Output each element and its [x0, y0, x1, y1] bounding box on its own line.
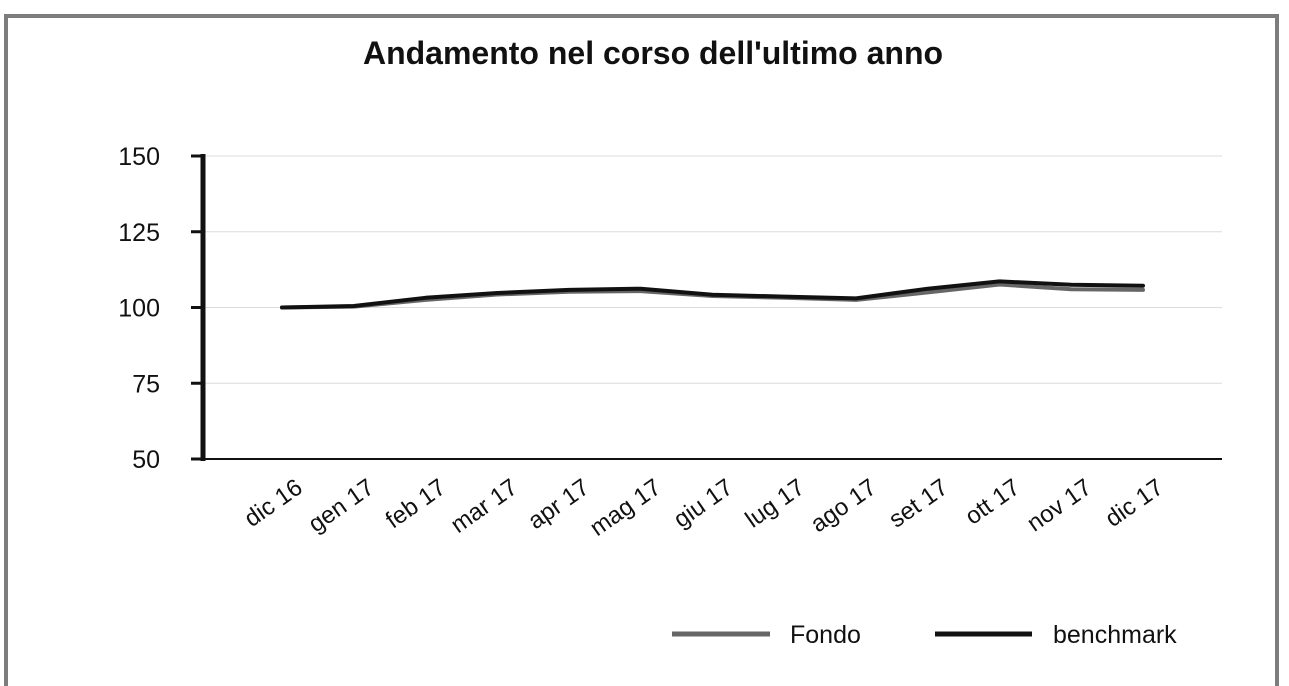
x-tick-label: ott 17 — [960, 474, 1025, 531]
y-tick-label: 125 — [118, 219, 160, 247]
y-tick-labels: 150 125 100 75 50 — [118, 143, 160, 474]
x-tick-label: mar 17 — [446, 474, 523, 539]
series-lines — [280, 279, 1145, 310]
x-tick-label: apr 17 — [523, 474, 594, 535]
y-tick-label: 75 — [132, 370, 160, 398]
y-tick-label: 100 — [118, 295, 160, 323]
y-tick-label: 150 — [118, 143, 160, 171]
x-tick-label: feb 17 — [381, 474, 451, 534]
legend-label-benchmark: benchmark — [1053, 621, 1177, 649]
x-tick-label: lug 17 — [741, 474, 810, 534]
x-tick-label: set 17 — [884, 474, 953, 534]
chart-frame — [4, 14, 1279, 686]
x-tick-label: ago 17 — [806, 474, 882, 538]
y-tick-label: 50 — [132, 446, 160, 474]
legend: Fondo benchmark — [672, 621, 1177, 649]
x-tick-label: dic 17 — [1100, 474, 1168, 533]
x-tick-label: gen 17 — [304, 474, 380, 538]
x-tick-label: giu 17 — [669, 474, 738, 534]
legend-label-fondo: Fondo — [790, 621, 861, 649]
x-tick-label: dic 16 — [239, 474, 307, 533]
x-tick-label: nov 17 — [1022, 474, 1097, 537]
series-line-benchmark — [280, 279, 1145, 310]
line-chart: Andamento nel corso dell'ultimo anno 150… — [118, 35, 1222, 649]
x-tick-label: mag 17 — [585, 474, 666, 542]
axes — [191, 154, 1222, 461]
chart-title: Andamento nel corso dell'ultimo anno — [363, 35, 943, 71]
gridlines — [203, 155, 1222, 384]
